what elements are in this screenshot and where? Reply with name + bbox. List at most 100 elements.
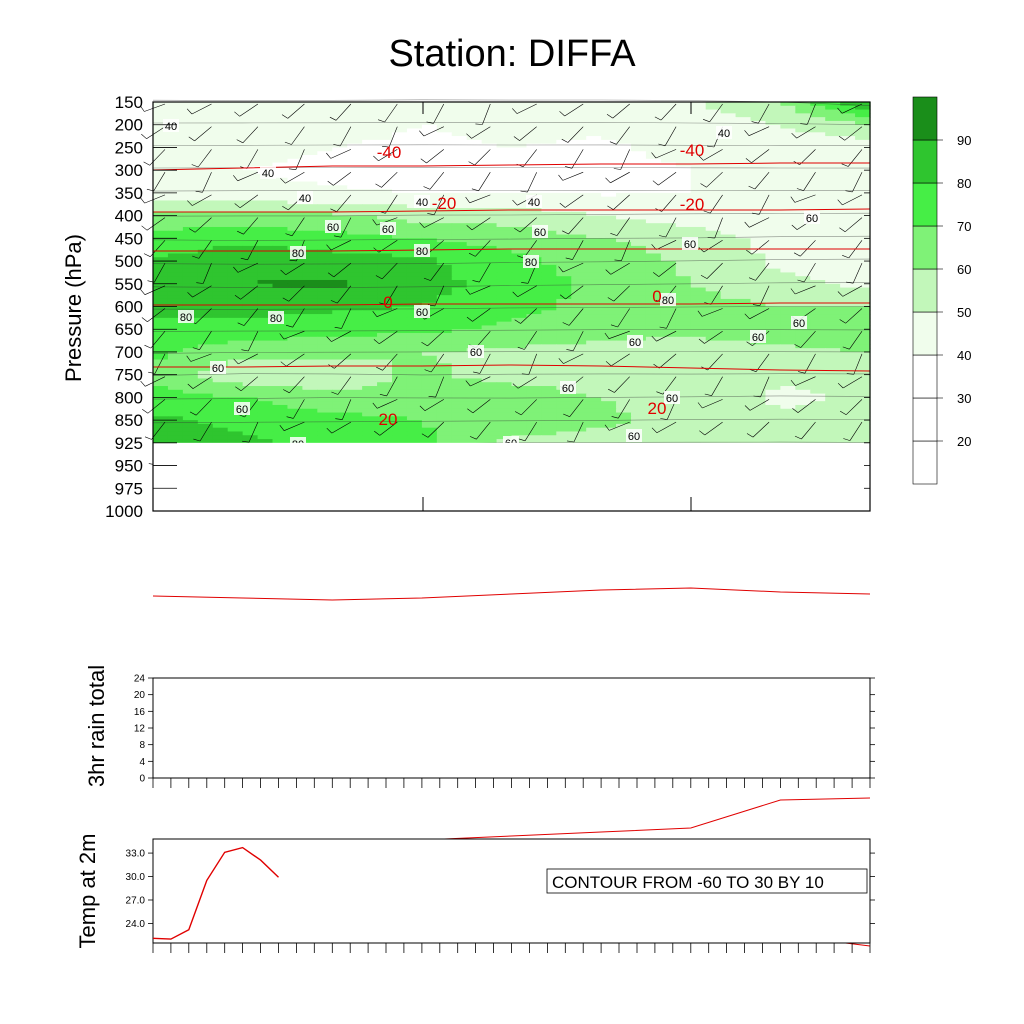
wind-barb-flag [839,319,846,324]
rh-cell [392,196,408,202]
wind-barb-staff [758,103,770,124]
rh-cell [451,181,468,186]
rh-cell [511,132,528,137]
rh-cell [167,226,184,232]
rh-cell [227,314,244,319]
wind-barb-flag [187,200,193,206]
rh-cell [377,181,393,186]
rh-cell [571,219,587,224]
wind-barb-staff [755,353,770,372]
rh-cell [242,173,259,179]
rh-cell [795,310,811,315]
rh-cell [392,132,408,137]
rh-cell [541,276,557,281]
rh-cell [182,351,199,357]
rh-cell [660,344,677,349]
rh-cell [541,382,557,387]
rh-cell [317,393,333,398]
rh-cell [153,238,169,243]
rh-cell [631,120,647,126]
wind-barb-flag [514,319,521,324]
rh-cell [302,177,318,183]
rh-cell [735,427,752,433]
rh-cell [421,261,438,266]
rh-cell [810,321,826,327]
rh-cell [362,367,378,372]
rh-cell [167,238,184,243]
rh-cell [556,109,572,114]
rh-cell [645,302,662,308]
wind-barb-flag [421,341,428,347]
rh-cell [212,143,229,149]
rh-cell [272,166,289,171]
wind-barb-staff [564,103,584,117]
rh-cell [287,215,303,220]
rh-cell [466,420,483,425]
rh-cell [421,132,438,137]
rh-cell [257,291,274,296]
rh-cell [511,128,528,133]
rh-cell [242,177,259,183]
wind-barb-flag [468,161,475,166]
rh-cell [511,166,528,171]
rh-cell [750,435,767,440]
rh-cell [855,268,871,274]
rh-cell [466,382,483,387]
rh-cell [660,204,677,209]
rh-cell [810,102,826,107]
rh-cell [810,420,826,425]
rh-cell [586,401,602,406]
rh-cell [616,306,632,311]
rh-cell [182,215,199,220]
rh-cell [197,245,214,251]
rh-cell [406,238,423,243]
rh-cell [227,102,244,107]
rh-cell [705,427,722,433]
rh-cell [571,348,587,353]
rh-cell [197,314,214,319]
wind-barb-flag [326,152,332,159]
wind-barb-staff [751,240,770,255]
rh-cell [481,166,498,171]
rh-cell [167,234,184,239]
rh-contour-label: 40 [718,128,730,140]
rh-cell [631,223,647,228]
rh-cell [855,321,871,327]
rh-cell [825,412,841,417]
rh-cell [511,314,528,319]
rh-cell [302,109,318,114]
rh-cell [481,340,498,345]
rh-cell [406,215,423,220]
rh-cell [705,113,722,118]
wind-barb-staff [519,217,537,233]
rh-cell [392,177,408,183]
rh-cell [855,359,871,364]
rh-cell [780,185,796,190]
rh-cell [392,393,408,398]
rh-cell [257,204,274,209]
rh-cell [317,136,333,141]
rh-cell [242,155,259,160]
rh-cell [182,264,199,270]
rh-cell [272,253,289,258]
rh-cell [690,238,707,243]
rh-cell [795,253,811,258]
rh-cell [765,336,781,342]
rh-cell [302,261,318,266]
rh-cell [227,185,244,190]
rh-cell [735,177,752,183]
rh-cell [272,196,289,202]
rh-cell [167,404,184,410]
rh-cell [451,151,468,156]
rh-cell [242,325,259,330]
rh-cell [392,340,408,345]
rh-cell [466,158,483,164]
rh-cell [347,340,363,345]
rh-cell [167,386,184,391]
rh-cell [765,279,781,285]
wind-barb-staff [611,353,630,367]
wind-barb-staff [240,376,259,392]
rh-cell [272,215,289,220]
rh-cell [272,234,289,239]
rh-cell [287,162,303,167]
